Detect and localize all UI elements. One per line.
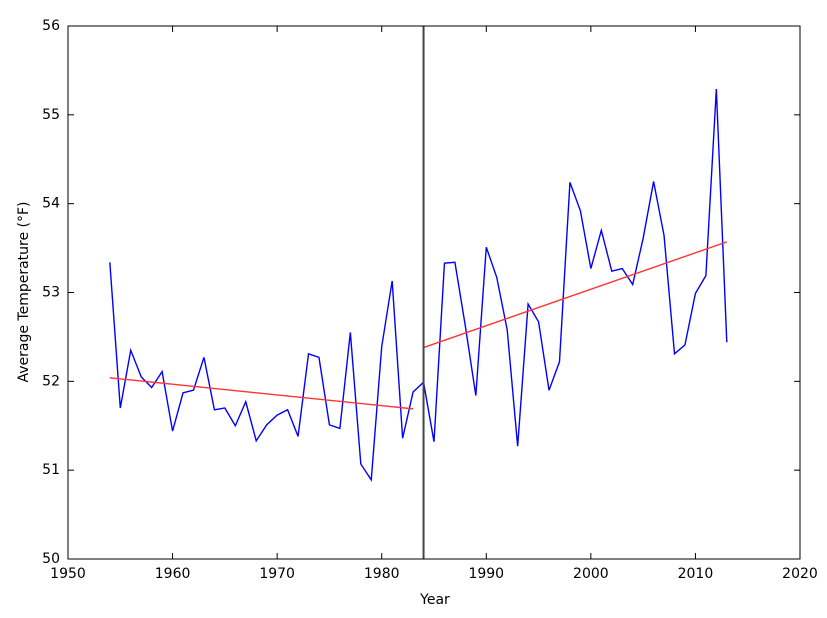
y-tick-label: 50 [42,551,60,567]
y-tick-label: 55 [42,107,60,123]
x-tick-label: 1990 [468,566,504,582]
y-tick-label: 54 [42,196,60,212]
x-tick-label: 2010 [678,566,714,582]
x-tick-label: 1970 [259,566,295,582]
plot-frame [67,25,801,560]
x-tick-label: 1960 [155,566,191,582]
series-line [109,89,728,483]
x-tick-label: 2000 [573,566,609,582]
y-tick-label: 53 [42,285,60,301]
x-axis-label: Year [419,592,450,608]
y-tick-label: 52 [42,373,60,389]
series-line [109,377,414,410]
x-tick-label: 1950 [50,566,86,582]
y-tick-label: 56 [42,18,60,34]
y-tick-label: 51 [42,462,60,478]
y-axis-label: Average Temperature (°F) [16,201,32,382]
x-tick-label: 1980 [364,566,400,582]
x-tick-label: 2020 [782,566,818,582]
series-line [423,241,728,349]
